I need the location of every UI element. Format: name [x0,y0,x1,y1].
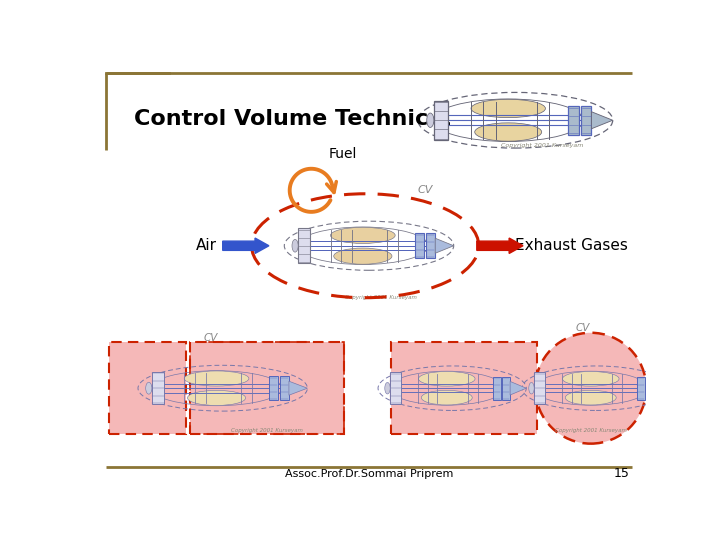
Ellipse shape [292,239,298,252]
Text: Copyright 2001 Kurseyam: Copyright 2001 Kurseyam [231,428,303,433]
Polygon shape [591,112,613,129]
FancyBboxPatch shape [502,377,510,400]
FancyArrow shape [222,238,269,253]
Text: Fuel: Fuel [328,147,356,161]
Polygon shape [654,381,670,395]
Text: Copyright 2001 Kurseyam: Copyright 2001 Kurseyam [345,295,416,300]
Ellipse shape [421,390,472,405]
Circle shape [535,333,647,444]
Ellipse shape [187,390,246,406]
FancyBboxPatch shape [636,377,644,400]
Text: CV: CV [418,185,433,195]
FancyBboxPatch shape [426,233,435,259]
FancyBboxPatch shape [390,342,537,434]
FancyBboxPatch shape [190,342,344,434]
Ellipse shape [418,372,475,386]
FancyBboxPatch shape [390,373,401,404]
Ellipse shape [184,371,249,386]
Polygon shape [289,381,307,395]
FancyBboxPatch shape [492,377,500,400]
FancyArrow shape [477,238,523,253]
FancyBboxPatch shape [415,233,425,259]
Ellipse shape [528,382,534,394]
Ellipse shape [427,113,434,127]
Polygon shape [435,238,454,253]
Text: CV: CV [204,333,218,343]
Ellipse shape [330,227,395,244]
Text: 15: 15 [613,467,629,480]
FancyBboxPatch shape [279,376,289,400]
Ellipse shape [384,382,390,394]
Polygon shape [510,381,526,395]
Ellipse shape [334,248,392,264]
Text: CV: CV [575,323,590,333]
FancyBboxPatch shape [269,376,278,400]
Ellipse shape [562,372,619,386]
Ellipse shape [565,390,616,405]
Text: Assoc.Prof.Dr.Sommai Priprem: Assoc.Prof.Dr.Sommai Priprem [285,469,453,478]
Text: Exhaust Gases: Exhaust Gases [516,238,628,253]
Text: Copyright 2001 Kurseyam: Copyright 2001 Kurseyam [555,428,626,433]
FancyBboxPatch shape [568,106,579,134]
Ellipse shape [471,99,546,118]
FancyBboxPatch shape [434,100,448,140]
Ellipse shape [474,123,541,141]
FancyBboxPatch shape [581,106,591,134]
FancyBboxPatch shape [534,373,545,404]
FancyBboxPatch shape [646,377,654,400]
FancyBboxPatch shape [152,372,164,404]
Ellipse shape [145,382,152,394]
Text: Copyright 2001 Kurseyam: Copyright 2001 Kurseyam [501,143,583,148]
Text: Air: Air [197,238,217,253]
FancyBboxPatch shape [298,228,310,263]
Text: Control Volume Technic 1: Control Volume Technic 1 [134,109,451,129]
FancyBboxPatch shape [109,342,186,434]
